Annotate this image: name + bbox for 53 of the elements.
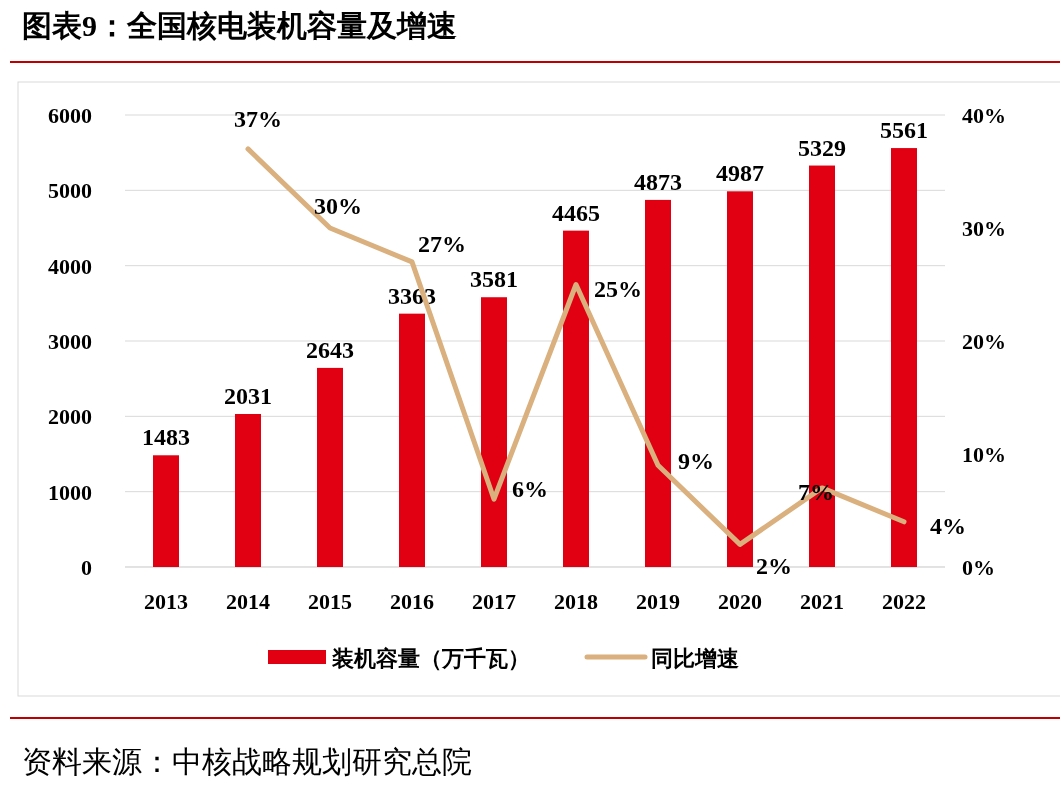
data-label: 6% [512,476,548,503]
y2-tick-label: 10% [962,442,1006,467]
chart-title: 图表9：全国核电装机容量及增速 [22,9,457,42]
x-tick-label: 2022 [882,589,926,614]
bar [563,230,589,567]
y-tick-label: 4000 [48,253,92,279]
x-tick-label: 2020 [718,589,762,614]
data-label: 4873 [634,168,682,195]
bar [645,199,671,567]
bar [481,297,507,567]
x-tick-label: 2016 [390,589,434,614]
bar [235,414,261,567]
data-label: 5561 [880,117,928,144]
data-label: 1483 [142,424,190,451]
bar [399,313,425,567]
y-tick-label: 6000 [48,103,92,128]
data-label: 4987 [716,160,764,187]
data-label: 4% [930,512,966,539]
data-label: 7% [798,478,834,505]
data-label: 30% [314,193,362,219]
x-tick-label: 2013 [144,589,188,614]
y-tick-label: 0 [81,555,92,580]
data-label: 2% [756,553,792,580]
bar [891,148,917,567]
y-tick-label: 3000 [48,329,92,354]
x-tick-label: 2019 [636,589,680,614]
data-label: 37% [234,105,282,132]
data-label: 27% [418,230,466,257]
data-label: 25% [594,275,642,302]
x-tick-label: 2017 [472,589,516,614]
legend-label: 装机容量（万千瓦） [331,646,530,671]
x-tick-label: 2014 [226,589,270,614]
y2-tick-label: 20% [962,329,1006,354]
bar [727,191,753,567]
x-tick-label: 2018 [554,589,598,614]
data-label: 2643 [306,336,354,363]
y2-tick-label: 0% [962,555,995,580]
data-label: 9% [678,448,714,475]
legend-label: 同比增速 [651,646,739,671]
data-label: 3581 [470,266,518,293]
data-label: 4465 [552,199,600,226]
x-tick-label: 2015 [308,589,352,614]
data-label: 5329 [798,134,846,161]
bar [317,367,343,567]
y2-tick-label: 40% [962,103,1006,128]
x-tick-label: 2021 [800,589,844,614]
y-tick-label: 2000 [48,404,92,430]
bar [153,455,179,567]
y-tick-label: 1000 [48,479,92,505]
text: 资料来源：中核战略规划研究总院 [22,745,472,778]
y2-tick-label: 30% [962,216,1006,241]
data-label: 2031 [224,383,272,409]
y-tick-label: 5000 [48,178,92,204]
